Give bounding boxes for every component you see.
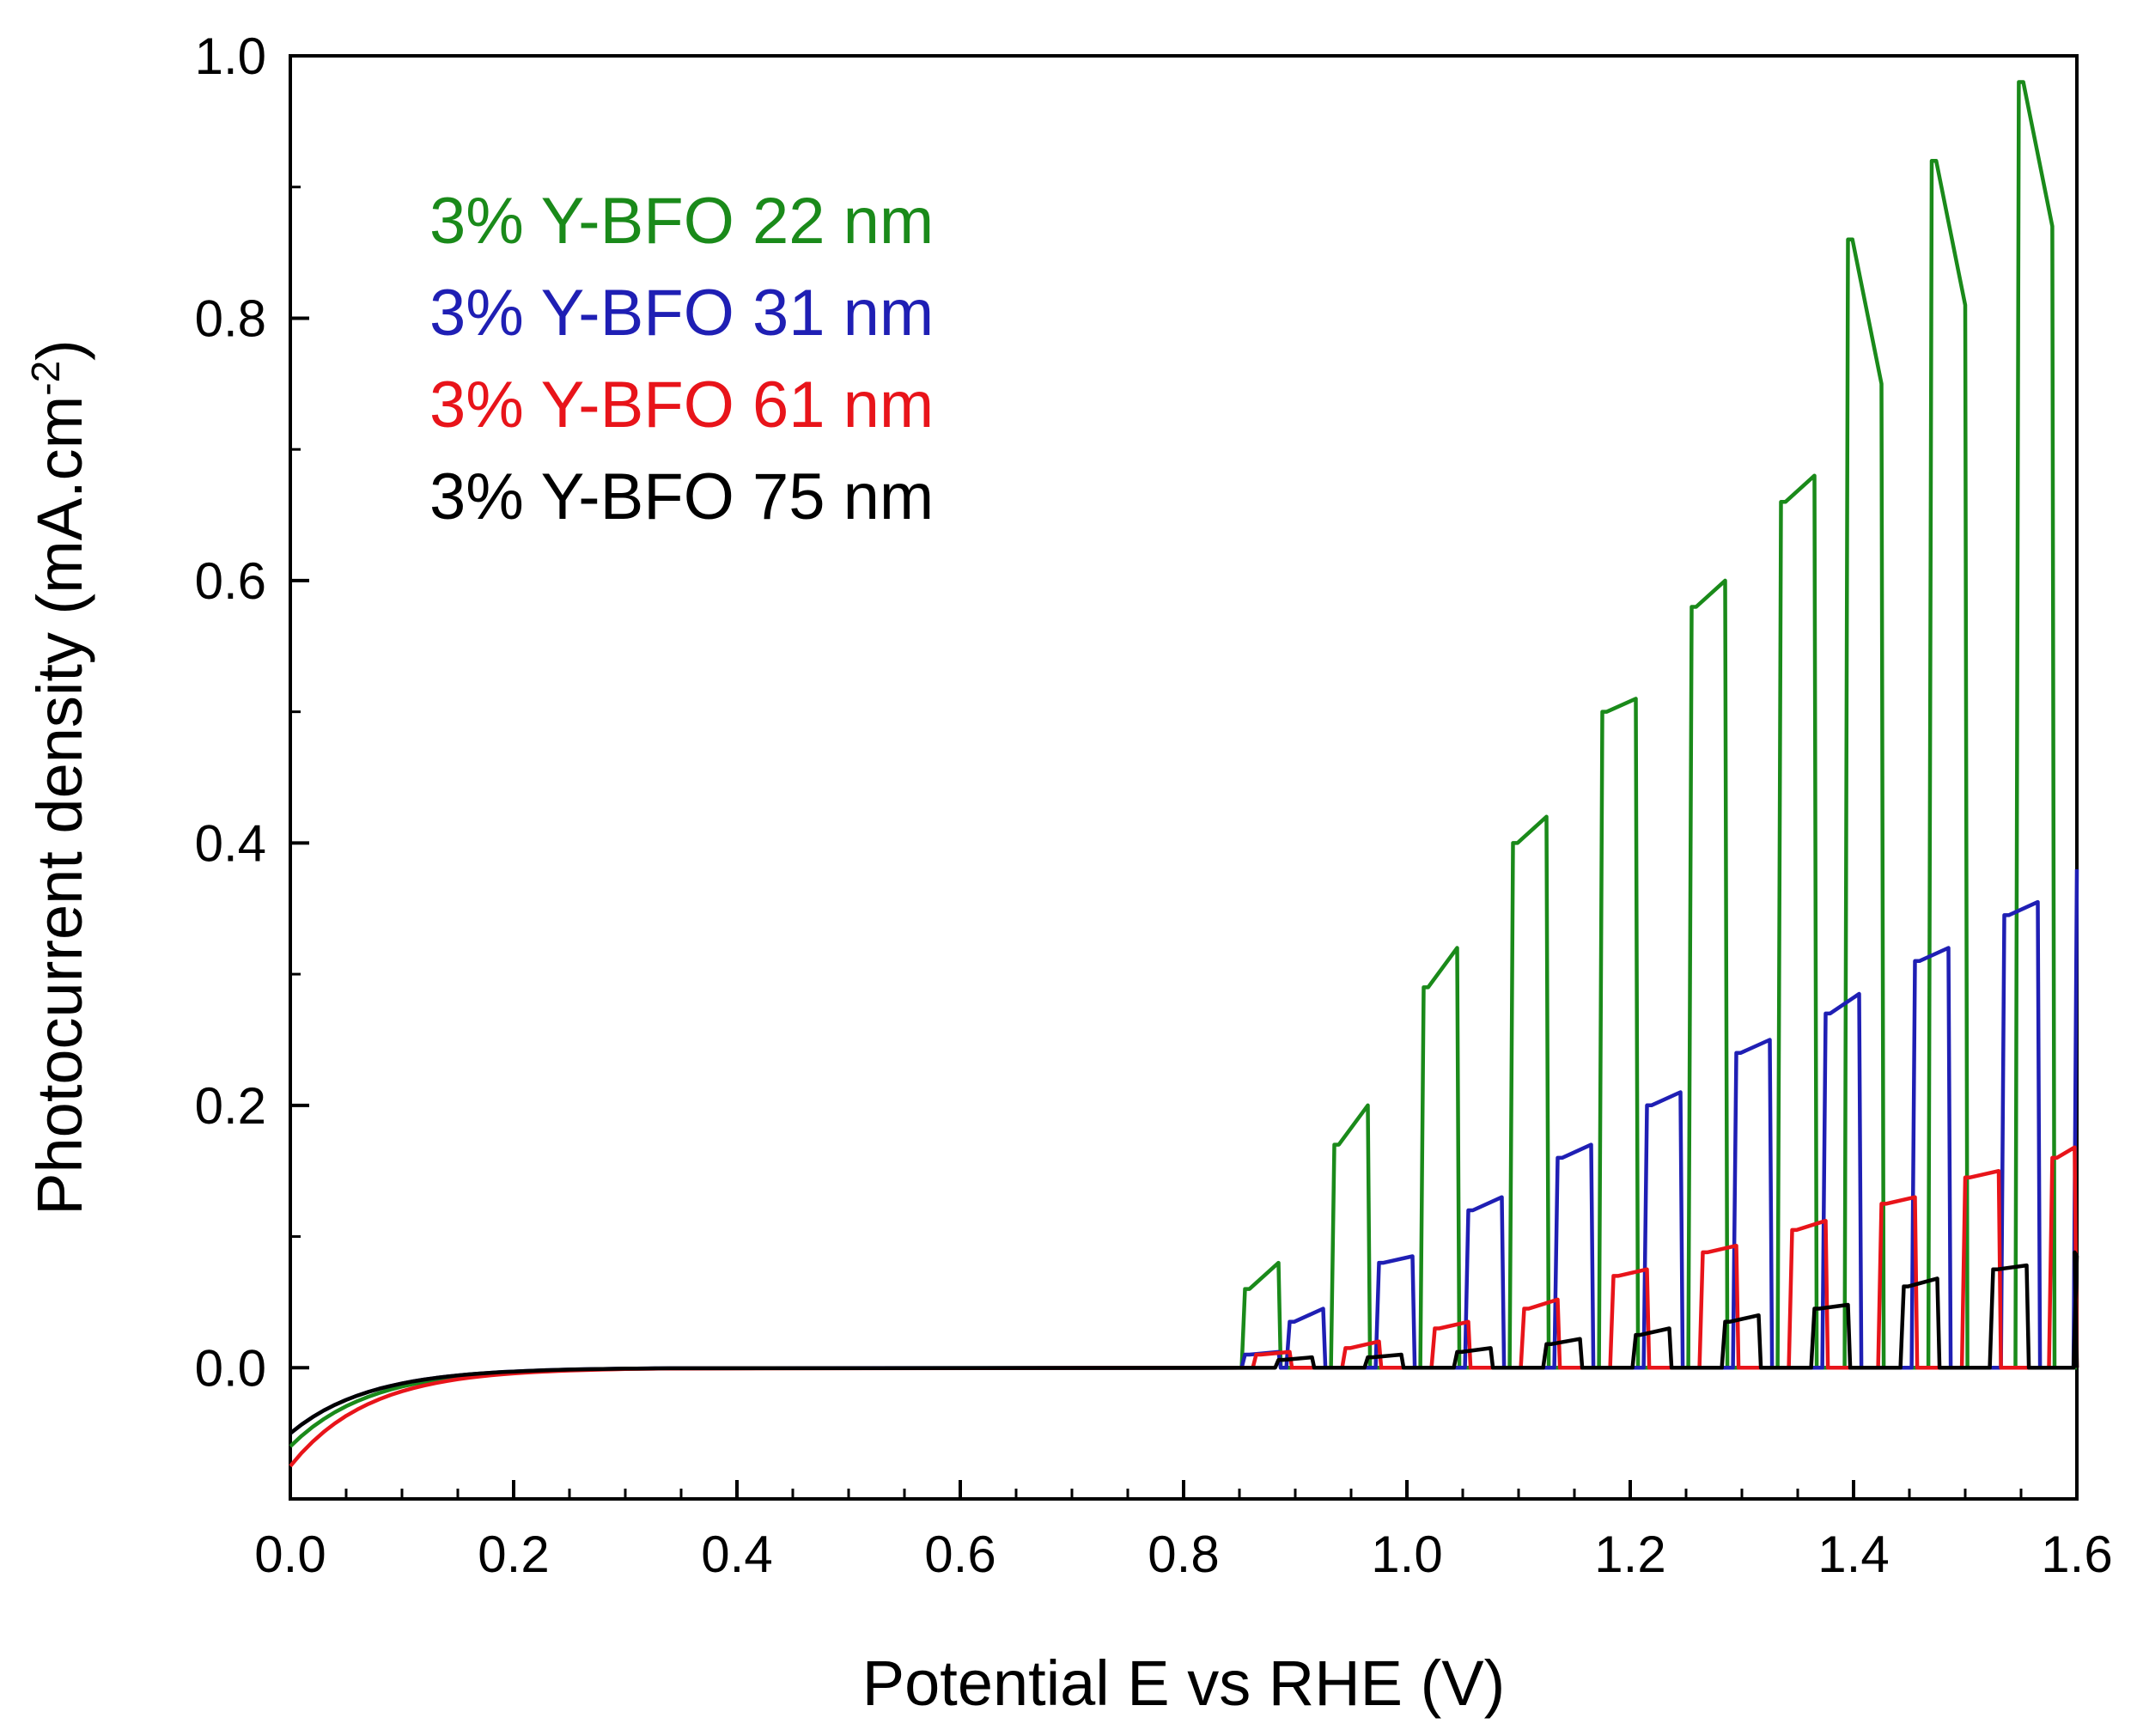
legend-entry-4: 3% Y-BFO 75 nm	[429, 460, 934, 533]
x-tick-label: 1.0	[1371, 1526, 1442, 1583]
x-tick-label: 0.2	[478, 1526, 549, 1583]
y-axis-title-end: )	[24, 339, 95, 361]
y-axis-title: Photocurrent density (mA.cm-2)	[23, 339, 95, 1215]
y-axis-title-main: Photocurrent density (mA.cm	[24, 396, 95, 1215]
x-tick-label: 1.6	[2041, 1526, 2112, 1583]
plot-frame	[289, 54, 2079, 1501]
y-axis-title-superscript: -2	[23, 361, 68, 396]
x-axis-title: Potential E vs RHE (V)	[862, 1648, 1505, 1719]
series-line-3	[289, 1145, 2079, 1468]
legend-entry-1: 3% Y-BFO 22 nm	[429, 185, 934, 258]
series-layer	[289, 80, 2079, 1468]
legend: 3% Y-BFO 22 nm 3% Y-BFO 31 nm 3% Y-BFO 61 …	[429, 185, 934, 533]
x-tick-label: 1.2	[1594, 1526, 1665, 1583]
legend-entry-3: 3% Y-BFO 61 nm	[429, 369, 934, 442]
x-tick-label: 0.8	[1148, 1526, 1219, 1583]
y-tick-label: 1.0	[195, 27, 266, 85]
y-tick-label: 0.2	[195, 1077, 266, 1135]
x-axis-ticks: 0.0 0.2 0.4 0.6 0.8 1.0 1.2 1.4 1.6	[254, 1480, 2113, 1583]
x-tick-label: 0.6	[924, 1526, 995, 1583]
plot-area	[289, 54, 2079, 1501]
x-tick-label: 1.4	[1817, 1526, 1889, 1583]
y-tick-label: 0.8	[195, 289, 266, 347]
legend-entry-2: 3% Y-BFO 31 nm	[429, 277, 934, 350]
series-line-4	[289, 1250, 2079, 1435]
x-tick-label: 0.4	[701, 1526, 772, 1583]
y-tick-label: 0.4	[195, 814, 266, 872]
x-tick-label: 0.0	[254, 1526, 326, 1583]
series-line-2	[289, 868, 2079, 1435]
y-tick-label: 0.0	[195, 1339, 266, 1397]
y-tick-label: 0.6	[195, 552, 266, 610]
y-axis-ticks: 0.0 0.2 0.4 0.6 0.8 1.0	[195, 27, 309, 1501]
